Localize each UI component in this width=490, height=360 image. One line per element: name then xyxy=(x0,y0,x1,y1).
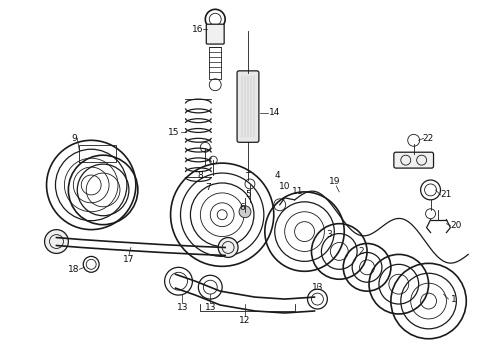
Text: 14: 14 xyxy=(269,108,280,117)
Text: 19: 19 xyxy=(329,177,340,186)
Circle shape xyxy=(45,230,69,253)
Text: 8: 8 xyxy=(197,171,203,180)
Text: 4: 4 xyxy=(275,171,281,180)
Circle shape xyxy=(218,238,238,257)
Text: 6: 6 xyxy=(239,203,245,212)
FancyBboxPatch shape xyxy=(394,152,434,168)
Text: 1: 1 xyxy=(450,294,456,303)
Text: 21: 21 xyxy=(441,190,452,199)
Text: 13: 13 xyxy=(177,302,188,311)
Text: 22: 22 xyxy=(422,134,433,143)
Text: 9: 9 xyxy=(72,134,77,143)
Text: 12: 12 xyxy=(239,316,251,325)
Text: 3: 3 xyxy=(326,230,332,239)
Text: 11: 11 xyxy=(292,188,303,197)
Text: 15: 15 xyxy=(168,128,179,137)
Text: 13: 13 xyxy=(204,302,216,311)
Text: 7: 7 xyxy=(205,184,211,193)
Text: 2: 2 xyxy=(358,247,364,256)
Text: 16: 16 xyxy=(192,25,203,34)
Text: 17: 17 xyxy=(123,255,135,264)
Text: 5: 5 xyxy=(245,190,251,199)
Text: 13: 13 xyxy=(312,283,323,292)
FancyBboxPatch shape xyxy=(206,24,224,44)
Text: 18: 18 xyxy=(68,265,79,274)
Text: 20: 20 xyxy=(451,221,462,230)
Text: 10: 10 xyxy=(279,183,291,192)
Circle shape xyxy=(239,206,251,218)
FancyBboxPatch shape xyxy=(237,71,259,142)
